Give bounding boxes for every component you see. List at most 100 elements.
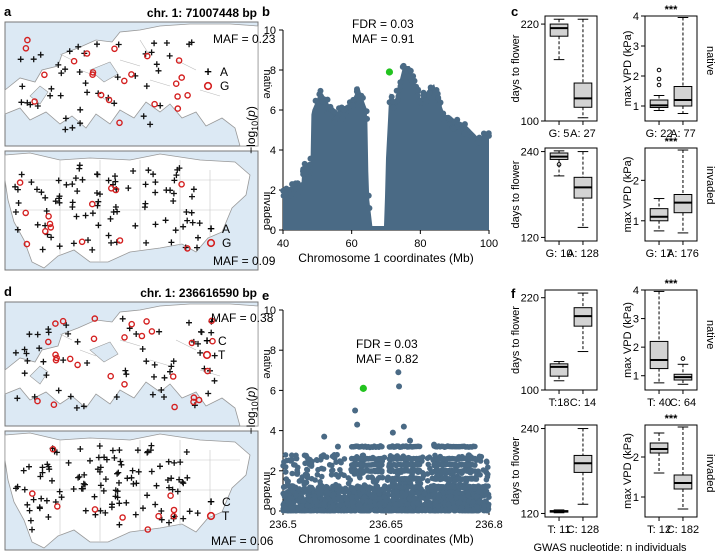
snp-point — [304, 467, 311, 474]
snp-point — [329, 467, 336, 474]
footer-caption: GWAS nucleotide: n individuals — [533, 542, 687, 554]
sample-cross-icon — [157, 463, 163, 470]
snp-point — [472, 484, 478, 490]
plot-frame — [644, 15, 698, 122]
sample-cross-icon — [24, 99, 31, 106]
sample-cross-icon — [162, 217, 169, 224]
box — [549, 363, 569, 377]
sample-cross-icon — [211, 377, 218, 384]
sample-cross-icon — [164, 477, 171, 483]
snp-point — [461, 121, 468, 128]
sample-circle-icon — [178, 180, 185, 188]
sample-cross-icon — [38, 495, 45, 502]
snp-point — [333, 471, 339, 478]
snp-point — [354, 421, 361, 428]
snp-point — [335, 507, 342, 513]
sample-cross-icon — [66, 48, 73, 55]
sample-cross-icon — [73, 404, 80, 411]
snp-point — [375, 488, 382, 495]
panel-letter-d: d — [4, 284, 12, 299]
snp-point — [406, 496, 413, 502]
group-label: G: 22 — [646, 128, 673, 140]
panel-letter-c: c — [511, 4, 518, 19]
snp-point — [283, 469, 289, 475]
sample-cross-icon — [76, 473, 83, 480]
sample-cross-icon — [197, 349, 204, 356]
sample-circle-icon — [171, 403, 178, 411]
sample-circle-icon — [148, 328, 156, 335]
sample-cross-icon — [94, 41, 100, 48]
sample-cross-icon — [170, 190, 177, 197]
snp-point — [368, 474, 375, 480]
sample-cross-icon — [116, 500, 123, 507]
sample-cross-icon — [36, 345, 43, 352]
snp-point — [352, 407, 359, 414]
sample-cross-icon — [158, 508, 165, 514]
x-tick-label: 236.5 — [269, 519, 297, 531]
sample-circle-icon — [128, 71, 135, 78]
sample-cross-icon — [115, 41, 122, 48]
y-axis-title: max VPD (kPa) — [622, 433, 634, 509]
sample-cross-icon — [48, 85, 55, 92]
y-axis-title: days to flower — [510, 437, 522, 505]
sample-cross-icon — [119, 315, 126, 322]
y-tick-label: 6 — [270, 385, 276, 397]
sample-circle-icon — [107, 372, 114, 380]
legend-d-invaded-major: C — [222, 495, 231, 509]
snp-point — [285, 478, 292, 485]
snp-point — [423, 98, 430, 105]
snp-point — [481, 135, 488, 142]
sample-cross-icon — [20, 467, 27, 474]
sample-cross-icon — [166, 519, 172, 526]
sample-cross-icon — [77, 106, 84, 113]
snp-point — [301, 160, 308, 167]
manhattan-plot-b: 0 2 4 6 8 10 40 60 80 100 Chromosome 1 coordinates… — [244, 25, 498, 265]
panel-d-invaded-label: invaded — [261, 472, 273, 511]
snp-point — [426, 90, 433, 97]
snp-point — [431, 441, 438, 448]
snp-point — [454, 495, 460, 501]
snp-point — [331, 452, 338, 458]
panel-c-invaded-label: invaded — [704, 166, 716, 205]
sample-cross-icon — [194, 244, 200, 251]
snp-point — [358, 102, 365, 109]
sample-cross-icon — [186, 508, 193, 515]
sample-cross-icon — [116, 447, 123, 454]
sample-cross-icon — [184, 474, 191, 481]
snp-point — [435, 95, 442, 102]
snp-point — [409, 489, 416, 495]
sample-cross-icon — [70, 486, 77, 492]
sample-cross-icon — [145, 167, 152, 174]
snp-point — [335, 492, 342, 499]
snp-point — [416, 455, 423, 462]
snp-point — [390, 492, 396, 499]
snp-point — [301, 479, 307, 486]
snp-point — [472, 468, 478, 474]
sample-circle-icon — [24, 36, 31, 44]
snp-point — [415, 507, 421, 513]
y-axis-title: days to flower — [510, 34, 522, 102]
snp-point — [476, 499, 483, 505]
outlier-point — [680, 356, 686, 361]
snp-point — [375, 475, 382, 482]
sample-cross-icon — [149, 391, 156, 398]
snp-point — [427, 84, 434, 91]
sample-cross-icon — [143, 239, 150, 246]
sample-cross-icon — [156, 328, 163, 335]
snp-point — [436, 507, 442, 514]
sample-cross-icon — [89, 246, 96, 253]
sample-cross-icon — [58, 494, 65, 501]
snp-point — [431, 491, 438, 498]
group-label: T: 11 — [548, 524, 571, 536]
y-tick-label: 4 — [270, 426, 276, 438]
snp-point — [390, 104, 397, 111]
snp-point — [454, 116, 461, 123]
y-axis-title: max VPD (kPa) — [622, 31, 634, 107]
sample-cross-icon — [109, 501, 115, 508]
snp-point — [416, 467, 423, 474]
legend-a-native-minor: G — [220, 79, 229, 93]
sample-cross-icon — [73, 213, 80, 220]
legend-circle-icon — [206, 511, 216, 521]
snp-point — [485, 464, 491, 471]
